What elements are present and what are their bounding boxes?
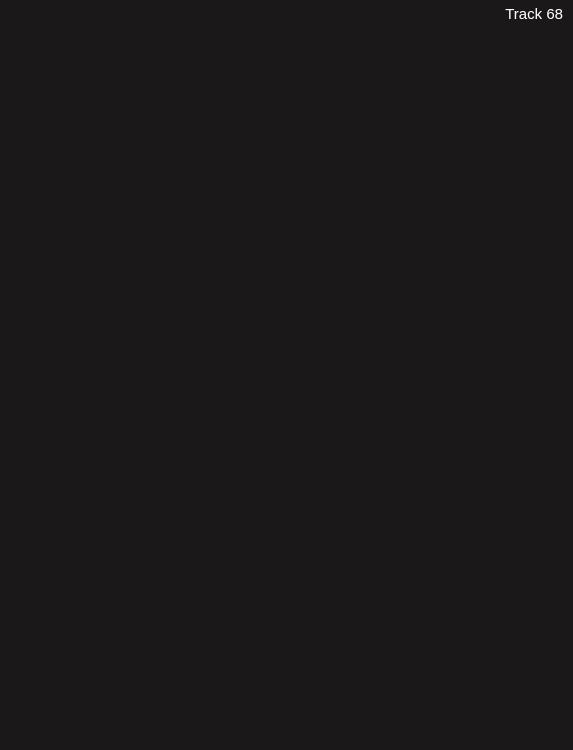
track-label: Track 68 (505, 6, 563, 23)
